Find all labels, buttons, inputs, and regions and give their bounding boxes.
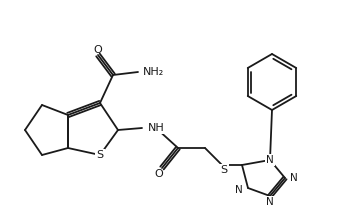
Text: N: N (290, 173, 298, 183)
Text: O: O (94, 45, 102, 55)
Text: NH₂: NH₂ (143, 67, 164, 77)
Text: N: N (266, 155, 274, 165)
Text: N: N (266, 197, 274, 207)
Text: S: S (96, 150, 103, 160)
Text: S: S (221, 165, 228, 175)
Text: N: N (235, 185, 243, 195)
Text: O: O (155, 169, 163, 179)
Text: NH: NH (148, 123, 165, 133)
